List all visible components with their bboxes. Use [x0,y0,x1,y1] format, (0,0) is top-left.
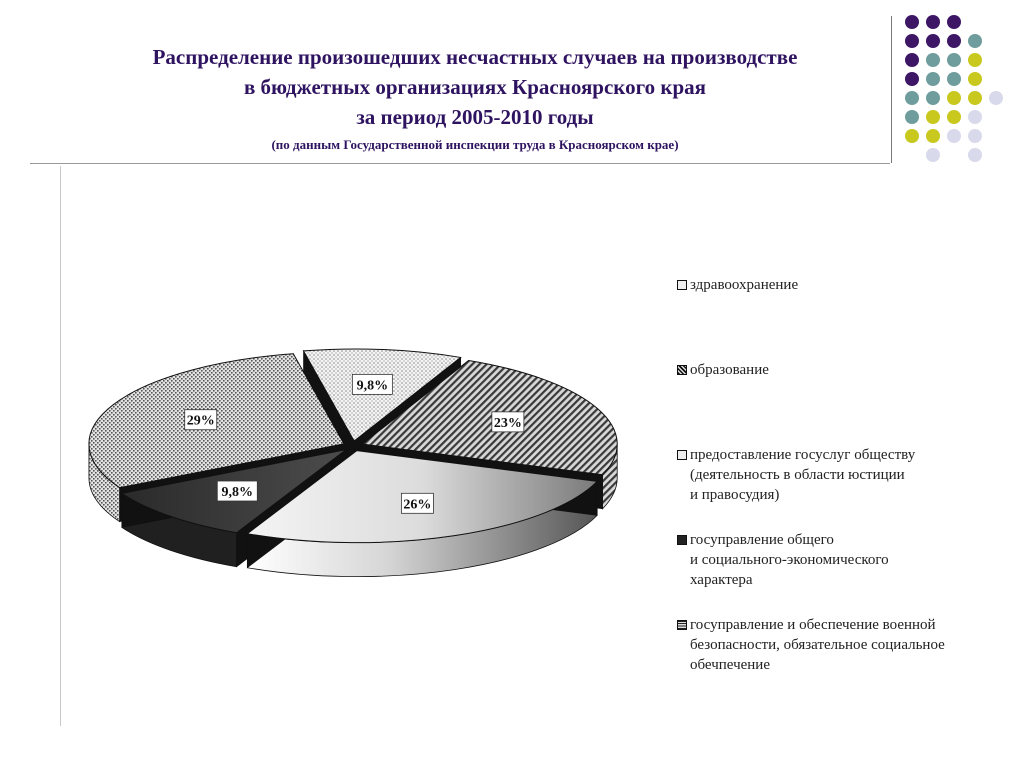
data-label-2: 23% [494,416,522,431]
decor-dot-lavender [989,91,1003,105]
data-label-4: 9,8% [222,485,254,500]
chart-area: 9,8% 23% 26% 9,8% 29% [60,166,1024,726]
decor-dot-teal [968,34,982,48]
decor-dot-purple [947,15,961,29]
title-line-1: Распределение произошедших несчастных сл… [152,45,798,69]
corner-divider [891,16,892,163]
decor-dot-olive [968,72,982,86]
legend-swatch-5 [677,620,687,630]
data-label-1: 9,8% [357,378,389,393]
data-label-box-3 [400,492,434,514]
legend-label-5: госуправление и обеспечение военной безоп… [690,615,945,675]
legend-label-line: характера [690,572,753,588]
decor-dot-olive [926,129,940,143]
legend-label-3: предоставление госуслуг обществу (деятель… [690,445,915,505]
decor-dot-olive [905,129,919,143]
legend-label-line: госуправление и обеспечение военной [690,617,936,633]
decor-dot-olive [968,53,982,67]
decor-dot-olive [968,91,982,105]
decor-dot-purple [926,34,940,48]
legend-label-line: и социального-экономического [690,552,889,568]
title-line-2: в бюджетных организациях Красноярского к… [243,75,707,99]
legend-label-line: (деятельность в области юстиции [690,467,905,483]
decor-dot-teal [947,72,961,86]
decor-dot-lavender [926,148,940,162]
decor-dot-lavender [947,129,961,143]
data-label-5: 29% [187,414,215,429]
data-label-box-5 [184,409,218,431]
decor-dot-teal [926,91,940,105]
legend-swatch-3 [677,450,687,460]
legend-label-4: госуправление общего и социального-эконом… [690,530,889,590]
decor-dot-lavender [968,148,982,162]
legend-label-line: безопасности, обязательное социальное [690,637,945,653]
pie-slice-top-1 [302,348,462,442]
legend-label-line: госуправление общего [690,532,834,548]
legend-item-3: предоставление госуслуг обществу (деятель… [677,445,915,505]
decor-dot-purple [947,34,961,48]
decor-dot-teal [947,53,961,67]
legend-item-5: госуправление и обеспечение военной безоп… [677,615,945,675]
decor-dot-olive [926,110,940,124]
decor-dot-purple [905,72,919,86]
decor-dot-olive [947,110,961,124]
decor-dot-lavender [968,129,982,143]
data-label-box-1 [351,373,393,395]
pie-slice-top-2 [360,359,618,476]
legend-item-4: госуправление общего и социального-эконом… [677,530,889,590]
legend-label-line: предоставление госуслуг обществу [690,447,916,463]
header-divider [30,163,890,164]
data-label-box-4 [216,480,258,502]
legend-label-line: обечпечение [690,657,770,673]
data-label-3: 26% [403,497,431,512]
legend-swatch-4 [677,535,687,545]
decor-dot-lavender [968,110,982,124]
legend-label-line: здравоохранение [690,277,799,293]
decor-dot-teal [905,91,919,105]
decor-dot-teal [905,110,919,124]
legend-label-line: образование [690,362,769,378]
decorative-dot-grid [905,15,1003,162]
pie-chart: 9,8% 23% 26% 9,8% 29% [88,348,618,578]
legend-item-1: здравоохранение [677,275,798,295]
decor-dot-purple [905,53,919,67]
decor-dot-olive [947,91,961,105]
title-line-3: за период 2005-2010 годы [356,105,594,129]
decor-dot-purple [905,15,919,29]
slide-title: Распределение произошедших несчастных сл… [60,42,890,158]
decor-dot-purple [926,15,940,29]
data-label-box-2 [491,411,525,433]
decor-dot-teal [926,53,940,67]
source-note: (по данным Государственной инспекции тру… [271,137,679,152]
legend-item-2: образование [677,360,769,380]
decor-dot-purple [905,34,919,48]
legend-swatch-1 [677,280,687,290]
legend-label-1: здравоохранение [690,275,798,295]
legend-swatch-2 [677,365,687,375]
legend-label-line: и правосудия) [690,487,780,503]
legend-label-2: образование [690,360,769,380]
decor-dot-teal [926,72,940,86]
